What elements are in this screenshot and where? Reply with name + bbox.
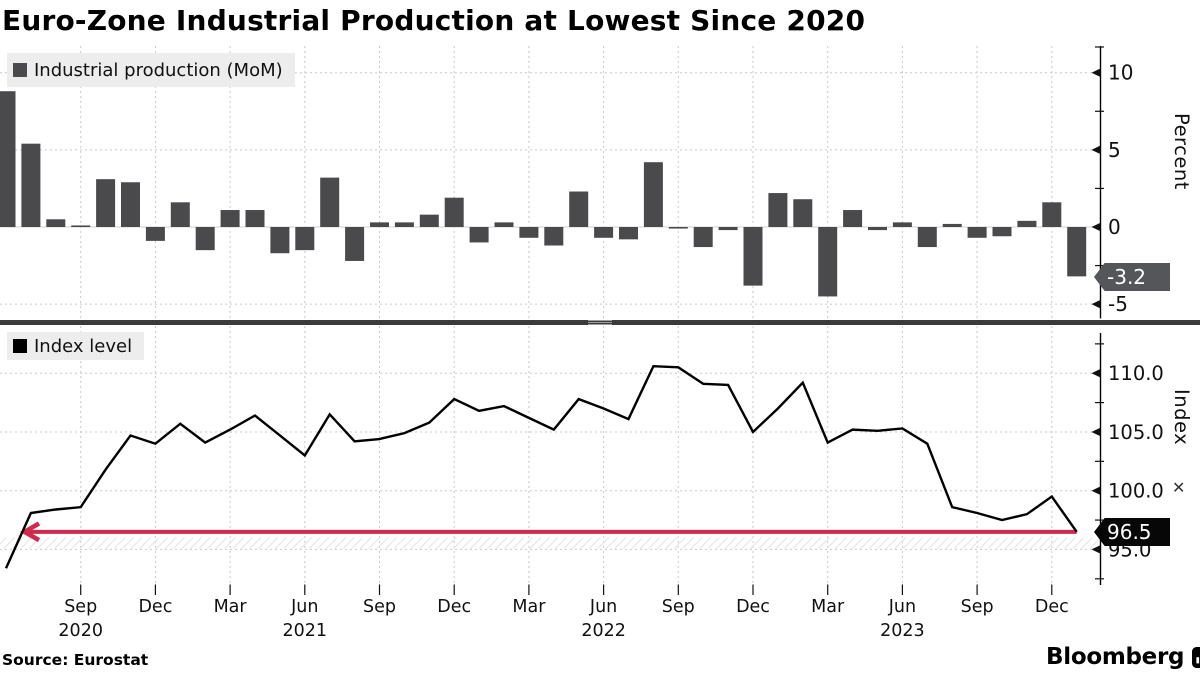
- mom-bar: [345, 227, 365, 261]
- left-arrowhead-icon: [19, 521, 41, 543]
- mom-bar: [892, 222, 912, 227]
- mom-bar: [843, 210, 863, 227]
- tick-arrow-icon: [1091, 545, 1101, 554]
- mom-bar: [1067, 227, 1087, 277]
- mom-bar: [768, 193, 788, 227]
- mom-bar: [21, 143, 41, 227]
- y-tick-label: 0: [1108, 215, 1121, 239]
- mom-bar: [917, 227, 937, 248]
- mom-bar: [295, 227, 315, 251]
- mom-bar: [494, 222, 514, 227]
- mom-bar: [544, 227, 564, 246]
- x-tick-label: Dec: [1035, 597, 1069, 617]
- chart-title: Euro-Zone Industrial Production at Lowes…: [2, 4, 866, 37]
- index-level-line: [4, 364, 1078, 569]
- panel-divider-grip-icon[interactable]: [588, 320, 612, 325]
- x-year-label: 2023: [880, 621, 925, 641]
- mom-bar: [519, 227, 539, 238]
- mom-bar: [793, 199, 813, 227]
- line-series-swatch-icon: [13, 339, 27, 353]
- mom-bar: [868, 227, 887, 231]
- mom-bar: [743, 227, 763, 286]
- mom-bar: [1042, 202, 1062, 227]
- x-tick-label: Sep: [961, 597, 994, 617]
- x-tick-label: Sep: [64, 597, 97, 617]
- mom-bar: [718, 227, 738, 231]
- legend-label: Index level: [34, 335, 133, 357]
- bloomberg-logo: Bloomberg: [1046, 644, 1200, 670]
- x-tick-label: Dec: [437, 597, 471, 617]
- mom-bar: [71, 225, 91, 227]
- x-tick-label: Mar: [811, 597, 845, 617]
- mom-bar: [145, 227, 165, 241]
- x-tick-label: Jun: [888, 597, 916, 617]
- mom-bar: [0, 91, 16, 227]
- mom-bar: [818, 227, 838, 297]
- mom-bar: [370, 222, 389, 227]
- x-year-label: 2021: [283, 621, 328, 641]
- x-tick-label: Jun: [589, 597, 617, 617]
- tick-arrow-icon: [1091, 368, 1101, 378]
- tick-arrow-icon: [1091, 68, 1101, 77]
- mom-bar: [46, 219, 66, 227]
- last-value-badge-index: 96.5: [1094, 518, 1170, 546]
- mom-bar: [270, 227, 290, 254]
- x-year-label: 2022: [581, 621, 626, 641]
- mom-bar: [1017, 220, 1037, 227]
- cursor-x-marker-icon: ✕: [1172, 478, 1186, 497]
- y-axis-title-percent: Percent: [1170, 113, 1193, 190]
- tick-arrow-icon: [1091, 145, 1101, 155]
- x-tick-label: Mar: [512, 597, 546, 617]
- mom-bar: [992, 227, 1012, 237]
- mom-bar: [942, 223, 962, 227]
- y-axis-title-index: Index: [1170, 389, 1193, 446]
- mom-bar: [419, 214, 439, 227]
- y-tick-label: -5: [1108, 292, 1128, 316]
- legend-industrial-production: Industrial production (MoM): [7, 53, 295, 87]
- mom-bar: [170, 202, 190, 227]
- y-tick-label: 105.0: [1108, 421, 1164, 444]
- mom-bar: [569, 191, 589, 227]
- mom-bar: [394, 222, 414, 227]
- mom-bar: [444, 197, 464, 227]
- mom-bar: [121, 182, 140, 227]
- x-tick-label: Mar: [214, 597, 248, 617]
- x-tick-label: Sep: [363, 597, 396, 617]
- x-tick-label: Dec: [736, 597, 770, 617]
- mom-bar: [619, 227, 638, 240]
- mom-bar: [967, 227, 987, 238]
- mom-bar: [469, 227, 489, 243]
- source-credit: Source: Eurostat: [2, 651, 149, 669]
- tick-arrow-icon: [1091, 427, 1101, 437]
- y-tick-label: 100.0: [1108, 480, 1164, 503]
- low-zone-hatch: [0, 537, 1100, 549]
- mom-bar: [668, 227, 688, 229]
- mom-bar: [195, 227, 215, 251]
- mom-bar: [643, 162, 663, 227]
- y-tick-label: 5: [1108, 138, 1121, 162]
- mom-bar: [245, 210, 265, 227]
- mom-bar: [693, 227, 713, 248]
- bloomberg-wordmark: Bloomberg: [1046, 644, 1185, 670]
- x-tick-label: Jun: [290, 597, 318, 617]
- y-tick-label: 110.0: [1108, 362, 1164, 385]
- mom-bar: [96, 179, 116, 227]
- legend-index-level: Index level: [7, 332, 145, 360]
- tick-arrow-icon: [1091, 222, 1101, 232]
- mom-bar: [320, 177, 340, 227]
- tick-arrow-icon: [1091, 486, 1101, 495]
- x-year-label: 2020: [58, 621, 103, 641]
- mom-bar: [220, 210, 240, 227]
- y-tick-label: 10: [1108, 61, 1133, 85]
- mom-bar: [594, 227, 614, 238]
- x-tick-label: Dec: [138, 597, 172, 617]
- x-tick-label: Sep: [662, 597, 695, 617]
- last-value-badge-percent: -3.2: [1094, 263, 1170, 291]
- bloomberg-terminal-icon: [1192, 646, 1200, 668]
- legend-label: Industrial production (MoM): [34, 59, 283, 81]
- tick-arrow-icon: [1091, 299, 1101, 309]
- bar-series-swatch-icon: [13, 63, 27, 77]
